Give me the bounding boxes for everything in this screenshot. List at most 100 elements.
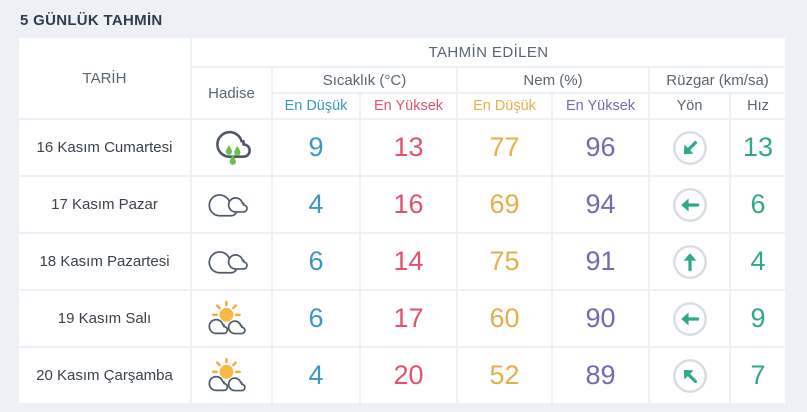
date-label: 19 Kasım Salı <box>57 309 152 327</box>
wind-direction-arrow-icon <box>650 243 729 281</box>
wind-direction-arrow-icon <box>650 186 729 224</box>
temp-min-cell: 4 <box>273 348 359 403</box>
humidity-min-cell: 75 <box>458 234 551 289</box>
sun-clouds-icon <box>192 300 271 337</box>
wind-speed-cell: 9 <box>731 291 786 346</box>
humidity-max-value: 96 <box>585 132 616 162</box>
forecast-rows: 16 Kasım Cumartesi 9 13 77 96 13 17 Kası… <box>19 120 786 403</box>
temp-max-value: 16 <box>393 189 424 219</box>
condition-cell <box>192 348 271 403</box>
clouds-icon <box>192 188 271 222</box>
wind-speed-cell: 7 <box>731 348 786 403</box>
column-header-humidity: Nem (%) <box>458 68 648 92</box>
temp-min-cell: 6 <box>273 234 359 289</box>
humidity-max-cell: 89 <box>553 348 648 403</box>
humidity-max-cell: 90 <box>553 291 648 346</box>
humidity-min-value: 60 <box>489 303 520 333</box>
humidity-min-cell: 60 <box>458 291 551 346</box>
wind-direction-cell <box>650 291 729 346</box>
forecast-row: 16 Kasım Cumartesi 9 13 77 96 13 <box>19 120 786 175</box>
column-header-predicted: TAHMİN EDİLEN <box>192 38 786 66</box>
temp-max-value: 20 <box>393 360 424 390</box>
date-label: 18 Kasım Pazartesi <box>39 252 170 270</box>
wind-direction-arrow-icon <box>650 129 729 167</box>
forecast-row: 17 Kasım Pazar 4 16 69 94 6 <box>19 177 786 232</box>
rain-cloud-icon <box>192 126 271 169</box>
temp-min-value: 4 <box>308 360 324 390</box>
temp-max-cell: 16 <box>361 177 456 232</box>
date-label: 17 Kasım Pazar <box>51 195 158 213</box>
date-cell: 20 Kasım Çarşamba <box>19 348 190 403</box>
wind-direction-arrow-icon <box>650 300 729 338</box>
humidity-min-cell: 69 <box>458 177 551 232</box>
wind-speed-value: 6 <box>750 189 766 219</box>
column-header-wind-speed: Hız <box>731 94 786 118</box>
wind-speed-value: 7 <box>750 360 766 390</box>
temp-max-value: 14 <box>393 246 424 276</box>
wind-direction-cell <box>650 234 729 289</box>
temp-min-cell: 4 <box>273 177 359 232</box>
wind-direction-cell <box>650 120 729 175</box>
humidity-min-value: 77 <box>489 132 520 162</box>
condition-cell <box>192 291 271 346</box>
humidity-max-value: 94 <box>585 189 616 219</box>
date-cell: 16 Kasım Cumartesi <box>19 120 190 175</box>
temp-min-value: 9 <box>308 132 324 162</box>
page-title: 5 GÜNLÜK TAHMİN <box>20 12 163 29</box>
sun-clouds-icon <box>192 357 271 394</box>
humidity-max-cell: 96 <box>553 120 648 175</box>
clouds-icon <box>192 245 271 279</box>
date-label: 16 Kasım Cumartesi <box>36 138 173 156</box>
humidity-min-value: 75 <box>489 246 520 276</box>
date-cell: 19 Kasım Salı <box>19 291 190 346</box>
column-header-temp-min: En Düşük <box>273 94 359 118</box>
forecast-row: 20 Kasım Çarşamba 4 20 52 89 7 <box>19 348 786 403</box>
humidity-max-value: 90 <box>585 303 616 333</box>
wind-speed-cell: 13 <box>731 120 786 175</box>
humidity-min-cell: 52 <box>458 348 551 403</box>
date-cell: 17 Kasım Pazar <box>19 177 190 232</box>
forecast-table: TARİH TAHMİN EDİLEN Hadise Sıcaklık (°C)… <box>17 36 787 405</box>
wind-speed-cell: 4 <box>731 234 786 289</box>
wind-direction-arrow-icon <box>650 357 729 395</box>
column-header-wind-direction: Yön <box>650 94 729 118</box>
humidity-max-cell: 91 <box>553 234 648 289</box>
column-header-humidity-max: En Yüksek <box>553 94 648 118</box>
wind-direction-cell <box>650 348 729 403</box>
column-header-humidity-min: En Düşük <box>458 94 551 118</box>
wind-speed-value: 4 <box>750 246 766 276</box>
date-label: 20 Kasım Çarşamba <box>36 366 173 384</box>
date-cell: 18 Kasım Pazartesi <box>19 234 190 289</box>
temp-max-cell: 17 <box>361 291 456 346</box>
wind-speed-value: 9 <box>750 303 766 333</box>
column-header-condition: Hadise <box>192 68 271 118</box>
temp-min-cell: 9 <box>273 120 359 175</box>
wind-speed-value: 13 <box>743 132 774 162</box>
temp-min-cell: 6 <box>273 291 359 346</box>
column-header-wind: Rüzgar (km/sa) <box>650 68 786 92</box>
humidity-max-value: 89 <box>585 360 616 390</box>
temp-min-value: 6 <box>308 246 324 276</box>
temp-max-cell: 14 <box>361 234 456 289</box>
column-header-temperature: Sıcaklık (°C) <box>273 68 456 92</box>
humidity-min-value: 52 <box>489 360 520 390</box>
humidity-max-cell: 94 <box>553 177 648 232</box>
temp-max-cell: 20 <box>361 348 456 403</box>
condition-cell <box>192 177 271 232</box>
temp-max-value: 17 <box>393 303 424 333</box>
humidity-min-value: 69 <box>489 189 520 219</box>
temp-min-value: 4 <box>308 189 324 219</box>
wind-speed-cell: 6 <box>731 177 786 232</box>
column-header-temp-max: En Yüksek <box>361 94 456 118</box>
temp-max-cell: 13 <box>361 120 456 175</box>
temp-max-value: 13 <box>393 132 424 162</box>
condition-cell <box>192 234 271 289</box>
humidity-max-value: 91 <box>585 246 616 276</box>
temp-min-value: 6 <box>308 303 324 333</box>
forecast-row: 18 Kasım Pazartesi 6 14 75 91 4 <box>19 234 786 289</box>
column-header-date: TARİH <box>19 38 190 118</box>
condition-cell <box>192 120 271 175</box>
humidity-min-cell: 77 <box>458 120 551 175</box>
wind-direction-cell <box>650 177 729 232</box>
